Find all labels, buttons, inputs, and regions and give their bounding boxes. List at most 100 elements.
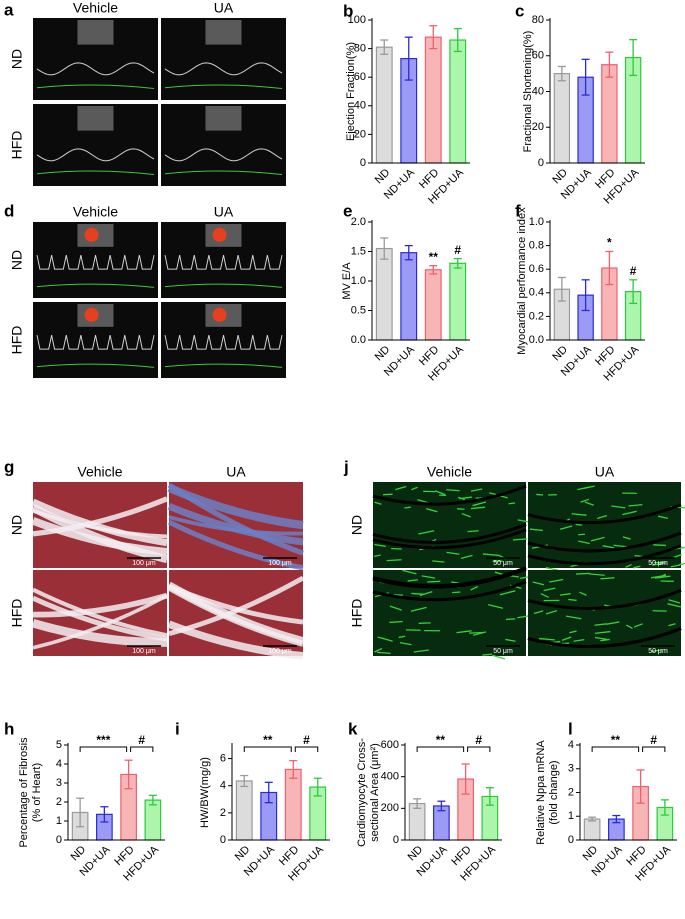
image-texture <box>383 493 393 496</box>
image-texture <box>372 484 527 506</box>
panel-letter: c <box>515 1 524 20</box>
significance-label: * <box>607 236 612 250</box>
y-tick-label: 200 <box>381 802 399 814</box>
image-texture <box>527 589 682 610</box>
error-bar <box>581 58 590 96</box>
y-tick-label: 5 <box>56 739 62 751</box>
error-bar <box>429 265 438 275</box>
image-texture <box>372 580 527 602</box>
image-trace <box>36 148 155 162</box>
image-texture <box>668 599 681 604</box>
image-texture <box>167 620 304 660</box>
bar <box>449 39 467 164</box>
bar <box>424 36 442 164</box>
y-tick-label: 1 <box>56 815 62 827</box>
y-tick-label: 4 <box>220 780 226 792</box>
image-texture <box>594 623 608 626</box>
column-header: Vehicle <box>73 0 118 16</box>
image-texture <box>421 575 436 579</box>
y-tick-label: 0 <box>393 834 399 846</box>
image-texture <box>633 623 643 628</box>
significance-bracket <box>467 746 491 752</box>
panel-letter: h <box>4 719 14 738</box>
error-bar <box>588 816 597 822</box>
image-texture <box>538 637 555 641</box>
y-tick-label: 2.0 <box>351 216 366 228</box>
y-tick-label: 60 <box>532 50 544 62</box>
image-texture <box>584 501 595 506</box>
bar <box>601 64 618 164</box>
image-texture <box>628 503 643 507</box>
y-axis-label: Fractional Shortening(%) <box>522 31 534 153</box>
image-trace <box>36 335 155 350</box>
y-tick-label: 0.5 <box>351 304 366 316</box>
significance-label: # <box>454 243 461 257</box>
image-texture <box>410 606 427 612</box>
y-tick-label: 1.0 <box>351 275 366 287</box>
significance-bracket <box>243 746 292 752</box>
image-trace <box>164 335 283 350</box>
image-texture <box>527 627 682 649</box>
image-texture <box>427 580 441 583</box>
x-tick-label: ND <box>373 167 393 187</box>
image-texture <box>622 510 637 516</box>
significance-label: ** <box>263 733 273 747</box>
image-texture <box>561 636 572 641</box>
y-tick-label: 0 <box>56 834 62 846</box>
image-texture <box>411 486 418 491</box>
panel-letter: d <box>4 201 14 220</box>
y-tick-label: 3 <box>568 763 574 775</box>
scale-label: 100 μm <box>132 648 156 655</box>
image-texture <box>467 530 479 533</box>
y-tick-label: 100 <box>348 14 366 26</box>
image-texture <box>31 595 168 642</box>
image-texture <box>505 618 516 621</box>
image-texture <box>654 575 671 579</box>
row-header: HFD <box>9 326 25 355</box>
image-inset <box>77 106 114 131</box>
image-texture <box>374 543 386 548</box>
y-axis-label: Myocardial performance index <box>516 207 528 355</box>
scale-label: 50 μm <box>648 560 668 567</box>
image-inset <box>205 106 242 131</box>
image-texture <box>611 505 626 509</box>
y-axis-label: MV E/A <box>341 262 353 300</box>
y-tick-label: 1 <box>568 810 574 822</box>
row-header: ND <box>9 515 25 535</box>
image-texture <box>559 525 573 530</box>
y-tick-label: 20 <box>532 121 544 133</box>
y-tick-label: 0.2 <box>529 310 544 322</box>
image-texture <box>633 565 641 569</box>
panel-letter: j <box>343 457 349 476</box>
x-tick-label: ND <box>550 344 570 364</box>
image-texture <box>652 562 666 566</box>
image-texture <box>470 585 479 591</box>
significance-label: # <box>475 733 482 747</box>
image-texture <box>374 647 383 653</box>
image-texture <box>600 638 610 642</box>
panel-letter: g <box>4 457 14 476</box>
x-tick-label: ND <box>581 844 601 864</box>
y-tick-label: 1.5 <box>351 245 366 257</box>
image-trace <box>36 84 155 90</box>
image-texture <box>419 591 433 597</box>
image-texture <box>569 630 577 634</box>
image-texture <box>374 554 381 558</box>
error-bar <box>289 759 298 779</box>
error-bar <box>453 257 462 269</box>
image-texture <box>588 573 605 576</box>
image-inset <box>84 307 99 322</box>
image-texture <box>31 504 168 564</box>
image-texture <box>597 514 608 520</box>
significance-label: ** <box>611 733 621 747</box>
significance-bracket <box>79 746 128 752</box>
image-texture <box>678 562 685 566</box>
image-texture <box>446 551 460 555</box>
image-texture <box>167 482 304 556</box>
image-texture <box>533 610 544 615</box>
image-texture <box>651 649 662 653</box>
x-tick-label: ND <box>233 844 253 864</box>
image-trace <box>164 170 283 176</box>
y-axis-label: Cardiomyocyte Cross- <box>356 738 368 847</box>
